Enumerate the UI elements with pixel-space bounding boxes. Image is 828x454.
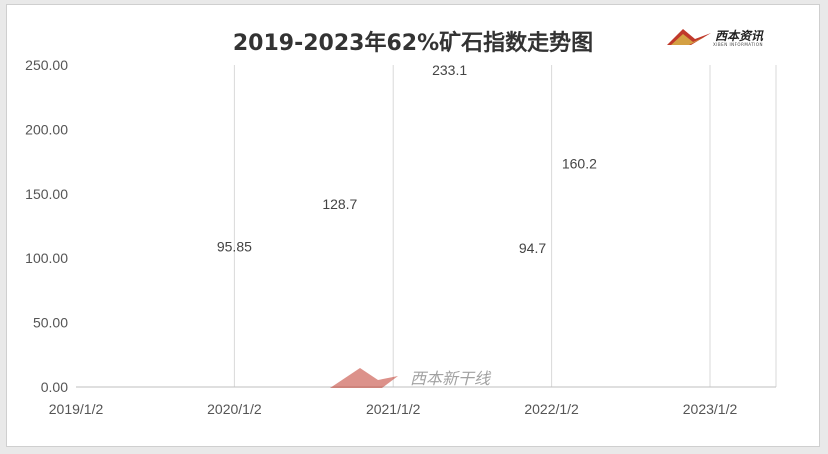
watermark-icon [330,368,398,388]
watermark-text: 西本新干线 [410,369,492,388]
publisher-logo: 西本资讯 XIBEN INFORMATION [665,25,785,51]
data-label: 233.1 [432,62,467,78]
annotations: 95.85 128.7 233.1 94.7 160.2 [217,62,597,256]
bar-series [75,88,776,387]
data-label: 160.2 [562,156,597,172]
y-tick-label: 100.00 [25,250,68,266]
logo-subtext: XIBEN INFORMATION [713,42,763,47]
axes: 250.00 200.00 150.00 100.00 50.00 0.00 2019/1/… [25,57,776,417]
logo-mark-icon [667,29,711,45]
y-tick-label: 200.00 [25,121,68,137]
logo-wordmark: 西本资讯 [715,29,764,43]
data-label: 95.85 [217,239,252,255]
x-tick-label: 2020/1/2 [207,401,262,417]
data-label: 128.7 [322,196,357,212]
watermark: 西本新干线 [330,368,492,388]
data-label: 94.7 [519,240,546,256]
y-tick-label: 150.00 [25,186,68,202]
x-tick-label: 2021/1/2 [366,401,421,417]
y-tick-label: 50.00 [33,315,68,331]
x-tick-label: 2023/1/2 [683,401,738,417]
chart-title: 2019-2023年62%矿石指数走势图 [232,31,594,56]
x-tick-label: 2022/1/2 [524,401,579,417]
y-tick-label: 250.00 [25,57,68,73]
x-tick-label: 2019/1/2 [49,401,104,417]
y-tick-label: 0.00 [41,379,68,395]
